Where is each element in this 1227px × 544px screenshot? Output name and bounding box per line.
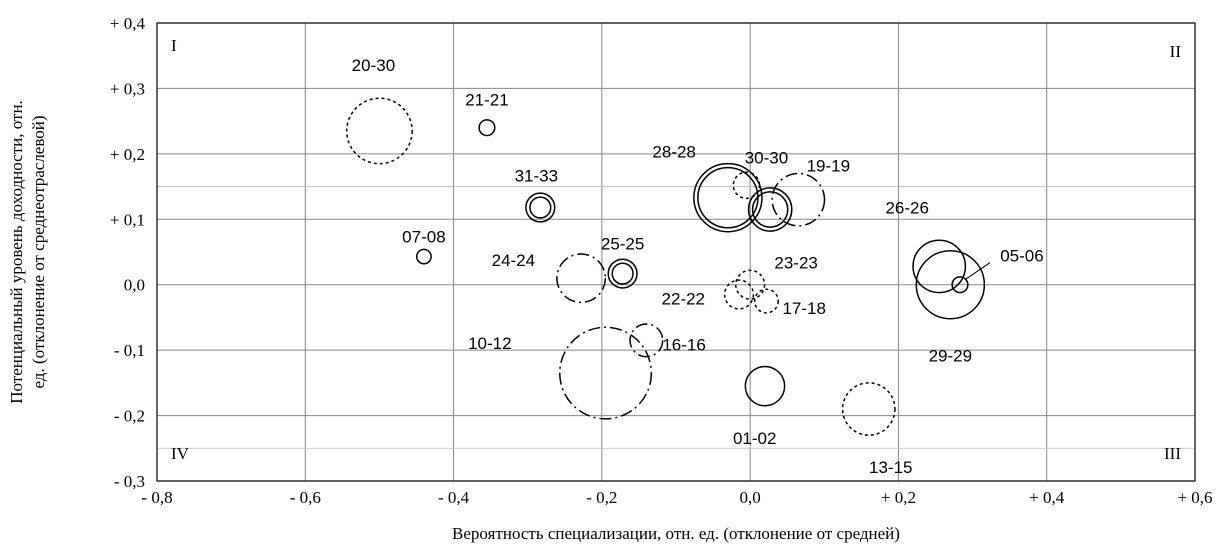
bubble-label-16-16: 16-16: [662, 335, 705, 354]
bubble-17-18: [753, 288, 779, 314]
bubble-10-12: [559, 326, 653, 420]
quadrant-label-iv: IV: [171, 444, 190, 463]
bubble-label-13-15: 13-15: [869, 458, 912, 477]
bubble-label-31-33: 31-33: [515, 167, 558, 186]
bubble-unlabeled-9: [747, 187, 793, 232]
bubble-31-33: [525, 192, 556, 223]
grid: [156, 22, 1196, 482]
bubble-07-08: [415, 248, 432, 265]
bubble-label-26-26: 26-26: [885, 198, 928, 217]
bubble-19-19: [771, 172, 826, 227]
bubble-label-21-21: 21-21: [465, 91, 508, 110]
bubble-label-28-28: 28-28: [652, 143, 695, 162]
bubble-label-22-22: 22-22: [662, 290, 705, 309]
bubble-label-24-24: 24-24: [492, 251, 535, 270]
bubble-26-26: [912, 239, 967, 294]
bubble-23-23: [734, 269, 766, 300]
x-tick-label: + 0,2: [881, 488, 916, 507]
y-axis-title: Потенциальный уровень доходности, отн. ед…: [7, 100, 48, 404]
bubble-label-01-02: 01-02: [733, 429, 776, 448]
x-tick-label: - 0,6: [290, 488, 321, 507]
bubble-label-10-12: 10-12: [468, 334, 511, 353]
x-tick-label: 0,0: [740, 488, 761, 507]
tick-labels: - 0,8 - 0,6 - 0,4 - 0,2 0,0 + 0,2 + 0,4 + 0,6 + …: [110, 14, 1213, 507]
y-axis-title-line: Потенциальный уровень доходности, отн.: [7, 100, 26, 404]
bubble-24-24: [556, 253, 607, 304]
y-tick-label: + 0,4: [110, 14, 146, 33]
bubble-13-15: [841, 382, 896, 436]
bubble-label-23-23: 23-23: [774, 254, 817, 273]
bubble-22-22: [723, 279, 755, 310]
y-tick-label: + 0,2: [110, 145, 145, 164]
bubble-28-28-inner-ring: [697, 166, 759, 229]
plot-frame: [156, 22, 1196, 482]
bubble-30-30: [732, 171, 761, 200]
quadrant-label-i: I: [171, 36, 177, 55]
bubble-unlabeled-9-inner-ring: [751, 191, 789, 228]
y-axis-title-line: ед. (отклонение от среднеотраслевой): [29, 115, 48, 388]
y-tick-label: - 0,3: [114, 472, 145, 491]
bubble-label-05-06: 05-06: [1000, 247, 1043, 266]
quadrant-label-ii: II: [1170, 42, 1182, 61]
bubble-21-21: [478, 119, 496, 137]
x-tick-label: - 0,4: [438, 488, 470, 507]
bubble-29-29: [915, 249, 986, 320]
leader-line-05-06: [964, 262, 991, 281]
bubbles: [345, 97, 986, 436]
bubble-25-25: [607, 258, 638, 289]
bubble-20-30: [345, 97, 413, 165]
bubble-31-33-inner-ring: [529, 196, 552, 219]
bubble-25-25-inner-ring: [611, 262, 634, 285]
bubble-label-20-30: 20-30: [352, 56, 395, 75]
bubble-label-25-25: 25-25: [601, 235, 644, 254]
bubble-label-29-29: 29-29: [929, 347, 972, 366]
bubble-28-28: [693, 162, 763, 233]
bubble-05-06: [951, 276, 969, 294]
bubble-labels: 20-30 21-21 31-33 07-08 24-24 25-25 28-28 30-30…: [352, 56, 1044, 477]
x-tick-label: + 0,4: [1029, 488, 1065, 507]
bubble-label-19-19: 19-19: [807, 157, 850, 176]
bubble-01-02: [744, 365, 786, 407]
x-tick-label: + 0,6: [1177, 488, 1212, 507]
bubble-label-17-18: 17-18: [782, 299, 825, 318]
x-tick-label: - 0,2: [586, 488, 617, 507]
y-tick-label: 0,0: [124, 276, 145, 295]
y-tick-label: + 0,1: [110, 210, 145, 229]
x-axis-title: Вероятность специализации, отн. ед. (отк…: [452, 524, 900, 543]
y-tick-label: - 0,1: [114, 341, 145, 360]
bubble-label-07-08: 07-08: [402, 228, 445, 247]
bubble-16-16: [629, 323, 664, 358]
bubble-label-30-30: 30-30: [745, 148, 788, 167]
y-tick-label: - 0,2: [114, 407, 145, 426]
y-tick-label: + 0,3: [110, 79, 145, 98]
x-tick-label: - 0,8: [141, 488, 172, 507]
quadrant-label-iii: III: [1164, 444, 1181, 463]
